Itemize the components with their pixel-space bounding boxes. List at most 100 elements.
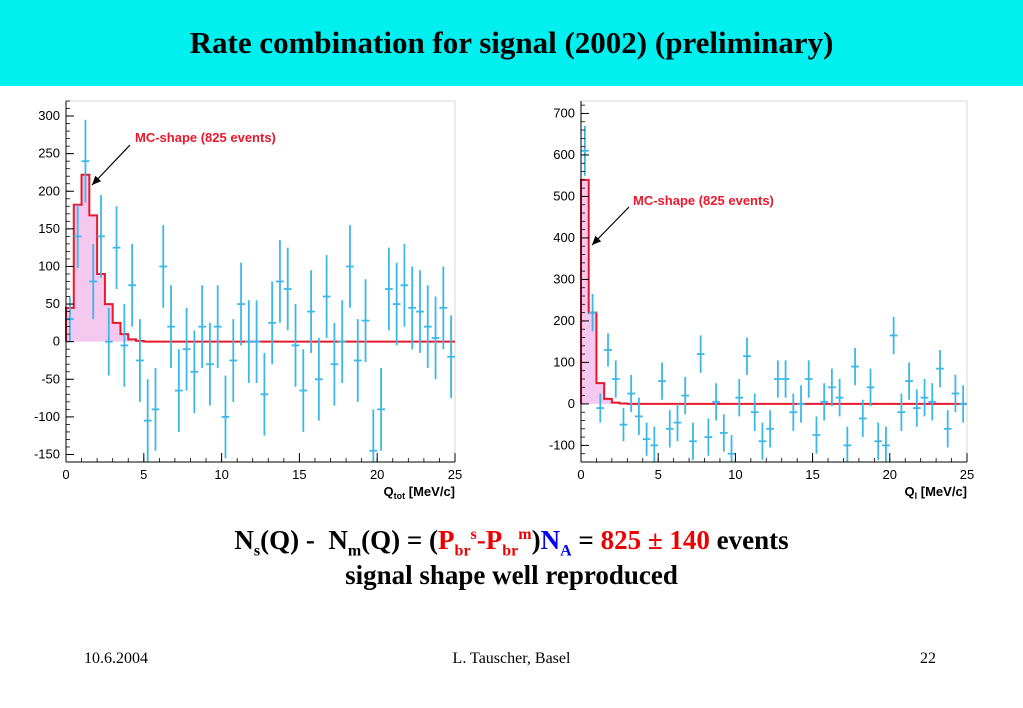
data-point — [307, 270, 315, 353]
x-tick-label: 25 — [960, 467, 974, 482]
y-tick-label: -50 — [41, 371, 60, 386]
data-point — [182, 307, 191, 391]
data-point — [650, 426, 659, 462]
data-point — [889, 316, 898, 355]
data-point — [897, 393, 906, 431]
data-point — [851, 347, 859, 386]
x-axis-title-unit: [MeV/c] — [405, 484, 455, 499]
data-point — [283, 247, 292, 331]
mc-shape-annotation: MC-shape (825 events) — [633, 193, 774, 208]
formula-value: 825 ± 140 — [600, 525, 710, 555]
data-point — [416, 270, 424, 353]
slide-title: Rate combination for signal (2002) (prel… — [189, 25, 834, 60]
data-point — [596, 393, 605, 423]
data-point — [198, 285, 207, 368]
data-point — [912, 389, 921, 427]
y-tick-label: 500 — [553, 188, 575, 203]
data-point — [766, 410, 774, 448]
y-tick-label: 150 — [38, 221, 60, 236]
data-point — [704, 418, 713, 456]
y-tick-label: 200 — [38, 183, 60, 198]
formula-p1-sub: br — [454, 542, 471, 560]
data-point — [252, 300, 261, 384]
data-point — [820, 383, 829, 421]
data-point — [174, 349, 183, 432]
x-tick-label: 20 — [883, 467, 897, 482]
formula-p2-sup: m — [518, 526, 532, 543]
data-point — [229, 319, 238, 402]
annotation-arrowhead — [92, 175, 102, 185]
y-tick-label: 300 — [553, 271, 575, 286]
data-point — [665, 410, 674, 448]
data-point — [143, 379, 152, 462]
data-point — [581, 125, 589, 176]
mc-shape-line — [65, 173, 455, 343]
data-point — [268, 281, 277, 365]
data-point — [136, 319, 144, 402]
data-point — [642, 422, 651, 456]
data-point — [920, 379, 929, 417]
data-point — [237, 262, 245, 346]
data-point — [322, 255, 331, 338]
data-point — [291, 304, 300, 387]
data-point — [81, 119, 90, 203]
data-point — [936, 349, 944, 388]
x-tick-label: 10 — [214, 467, 228, 482]
data-point — [804, 360, 813, 398]
x-axis-title-unit: [MeV/c] — [917, 484, 967, 499]
mc-shape-fill — [581, 179, 628, 404]
data-point — [673, 403, 682, 442]
y-tick-label: -150 — [34, 446, 60, 461]
data-point — [588, 293, 597, 332]
formula-na: N — [540, 525, 561, 555]
footer-author: L. Tauscher, Basel — [452, 650, 571, 667]
data-point — [696, 335, 705, 373]
mc-shape-fill — [66, 174, 144, 342]
formula-p1-sup: s — [470, 526, 477, 543]
data-point — [299, 349, 308, 432]
data-point — [951, 374, 960, 413]
data-point — [104, 307, 113, 376]
data-point — [346, 225, 354, 308]
formula-nm: N — [328, 525, 348, 555]
x-axis-title-sub: tot — [394, 491, 406, 501]
x-tick-label: 15 — [805, 467, 819, 482]
data-point — [244, 300, 253, 384]
data-point — [276, 240, 284, 323]
y-tick-label: 0 — [568, 396, 575, 411]
data-point — [392, 262, 401, 346]
x-tick-label: 20 — [370, 467, 384, 482]
y-tick-label: 700 — [553, 105, 575, 120]
formula-unit: events — [709, 525, 789, 555]
x-tick-label: 0 — [62, 467, 69, 482]
data-point — [797, 385, 805, 423]
data-point — [735, 379, 744, 417]
data-point — [97, 195, 105, 278]
data-point — [635, 397, 643, 436]
data-point — [681, 376, 690, 415]
data-point — [689, 422, 697, 460]
x-tick-label: 15 — [292, 467, 306, 482]
data-point — [190, 330, 199, 414]
x-tick-label: 0 — [577, 467, 584, 482]
y-tick-label: -100 — [34, 409, 60, 424]
data-point — [959, 385, 967, 423]
x-axis-title-main: Q — [905, 484, 915, 499]
data-point — [781, 360, 790, 398]
data-point — [774, 360, 782, 398]
x-axis-title: Ql [MeV/c] — [905, 484, 967, 501]
x-axis-title: Qtot [MeV/c] — [384, 484, 455, 501]
data-point — [828, 368, 836, 406]
y-tick-label: 600 — [553, 147, 575, 162]
formula-close: ) — [531, 525, 541, 555]
data-point — [151, 367, 160, 451]
y-tick-label: 400 — [553, 230, 575, 245]
mc-shape-annotation: MC-shape (825 events) — [135, 130, 276, 145]
data-point — [213, 285, 222, 368]
x-tick-label: 5 — [140, 467, 147, 482]
data-point — [439, 266, 448, 350]
data-point — [627, 374, 636, 413]
x-tick-label: 25 — [448, 467, 462, 482]
